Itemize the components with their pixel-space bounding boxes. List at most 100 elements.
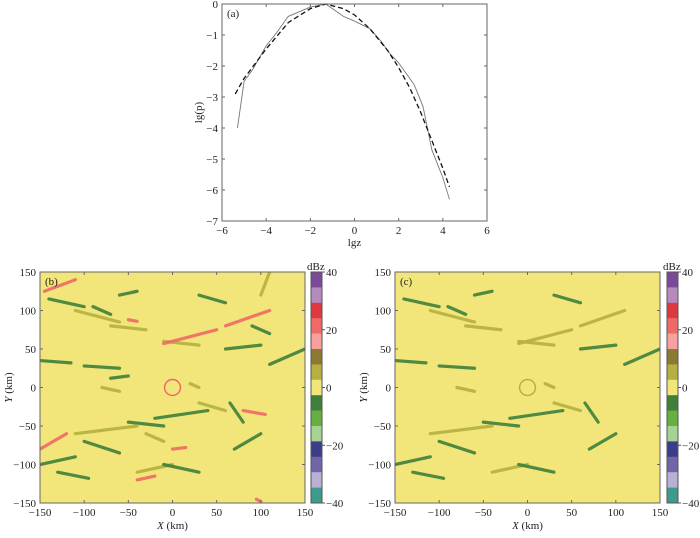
colorbar-bin <box>667 302 678 319</box>
axes-frame <box>221 3 488 222</box>
echo-streak <box>73 424 139 436</box>
echo-streak <box>254 497 263 503</box>
y-axis-label: lg(p) <box>193 101 205 123</box>
echo-streak <box>197 401 228 413</box>
echo-streak <box>117 289 139 297</box>
echo-streak <box>411 470 446 480</box>
y-tick-label: −150 <box>13 498 36 510</box>
series-line-solid <box>237 3 450 200</box>
x-tick-label: −150 <box>384 507 407 519</box>
y-axis-label: Y (km) <box>358 372 370 403</box>
x-tick-label: −50 <box>475 507 493 519</box>
colorbar-tick-label: 0 <box>326 383 332 395</box>
x-axis-unit: (km) <box>519 520 543 532</box>
colorbar-unit: dBz <box>307 261 325 273</box>
echo-streak <box>82 439 122 455</box>
colorbar-bin <box>667 472 678 488</box>
y-tick-label: −5 <box>206 154 218 166</box>
panel-label: (c) <box>400 276 413 288</box>
echo-streak <box>587 432 618 451</box>
y-tick-label: 100 <box>20 306 37 318</box>
y-tick-label: −2 <box>206 61 218 73</box>
colorbar-bin <box>667 441 678 458</box>
echo-streak <box>91 305 113 316</box>
colorbar-tick-label: −20 <box>326 440 344 452</box>
y-tick-label: −50 <box>374 421 392 433</box>
colorbar-bin <box>667 349 678 365</box>
y-axis-unit: (km) <box>3 372 15 396</box>
y-tick-label: 150 <box>20 267 37 279</box>
echo-streak <box>197 293 228 305</box>
x-tick-label: 6 <box>484 225 490 237</box>
colorbar-unit: dBz <box>663 261 681 273</box>
echo-streak <box>223 308 272 328</box>
echo-streak <box>402 297 441 309</box>
echo-streak <box>578 343 618 351</box>
echo-streak <box>162 462 201 474</box>
x-tick-label: 4 <box>440 225 446 237</box>
echo-streak <box>472 289 494 297</box>
x-axis-label: X (km) <box>156 520 188 532</box>
colorbar-tick-label: −40 <box>326 498 344 510</box>
x-tick-label: −4 <box>260 225 272 237</box>
y-axis-symbol: Y <box>3 395 15 403</box>
series-line-dashed <box>234 3 451 188</box>
echo-streak <box>250 324 272 336</box>
colorbar-bin <box>667 395 678 411</box>
y-tick-label: 50 <box>380 344 392 356</box>
y-axis-unit: (km) <box>358 372 370 396</box>
x-tick-label: 0 <box>170 507 176 519</box>
echo-layer <box>395 289 660 480</box>
x-axis-label: X (km) <box>511 520 543 532</box>
x-axis-unit: (km) <box>164 520 188 532</box>
echo-streak <box>437 439 477 455</box>
colorbar-bin <box>667 410 678 427</box>
x-axis-symbol: X <box>511 520 520 532</box>
colorbar-bin <box>311 410 322 427</box>
x-axis-symbol: X <box>156 520 165 532</box>
x-tick-label: 0 <box>525 507 531 519</box>
echo-streak <box>40 455 77 467</box>
echo-streak <box>446 305 468 316</box>
echo-ring <box>163 378 182 397</box>
echo-streak <box>109 374 130 380</box>
y-tick-label: 0 <box>386 383 392 395</box>
colorbar-bin <box>311 302 322 319</box>
y-tick-label: 50 <box>25 344 37 356</box>
echo-streak <box>428 424 494 436</box>
x-tick-label: 50 <box>566 507 578 519</box>
colorbar-bin <box>311 441 322 458</box>
x-tick-label: −50 <box>120 507 138 519</box>
echo-layer <box>40 272 305 503</box>
colorbar: 40 20 0 −20 −40 dBz <box>307 261 344 510</box>
colorbar-bin <box>667 456 678 473</box>
y-tick-label: −7 <box>206 216 218 228</box>
x-tick-label: −100 <box>428 507 451 519</box>
y-tick-label: −6 <box>206 185 218 197</box>
x-tick-label: −6 <box>216 225 228 237</box>
echo-streak <box>241 409 267 417</box>
echo-streak <box>223 343 263 351</box>
colorbar-bin <box>667 379 678 396</box>
echo-streak <box>395 455 432 467</box>
colorbar-tick-label: 40 <box>326 267 338 279</box>
echo-streak <box>552 401 583 413</box>
y-tick-label: 0 <box>31 383 37 395</box>
echo-streak <box>42 278 77 293</box>
echo-streak <box>623 347 660 366</box>
x-tick-label: 100 <box>253 507 270 519</box>
echo-streak <box>82 364 122 370</box>
echo-streak <box>40 358 73 365</box>
panel-label: (b) <box>45 276 58 288</box>
echo-streak <box>47 297 86 309</box>
x-tick-label: 100 <box>608 507 625 519</box>
colorbar-bin <box>311 333 322 350</box>
echo-streak <box>232 432 263 451</box>
y-tick-label: −4 <box>206 123 218 135</box>
echo-streak <box>153 409 210 420</box>
colorbar-bin <box>311 379 322 396</box>
echo-streak <box>437 364 477 370</box>
colorbar-bin <box>667 333 678 350</box>
y-tick-label: 150 <box>375 267 392 279</box>
